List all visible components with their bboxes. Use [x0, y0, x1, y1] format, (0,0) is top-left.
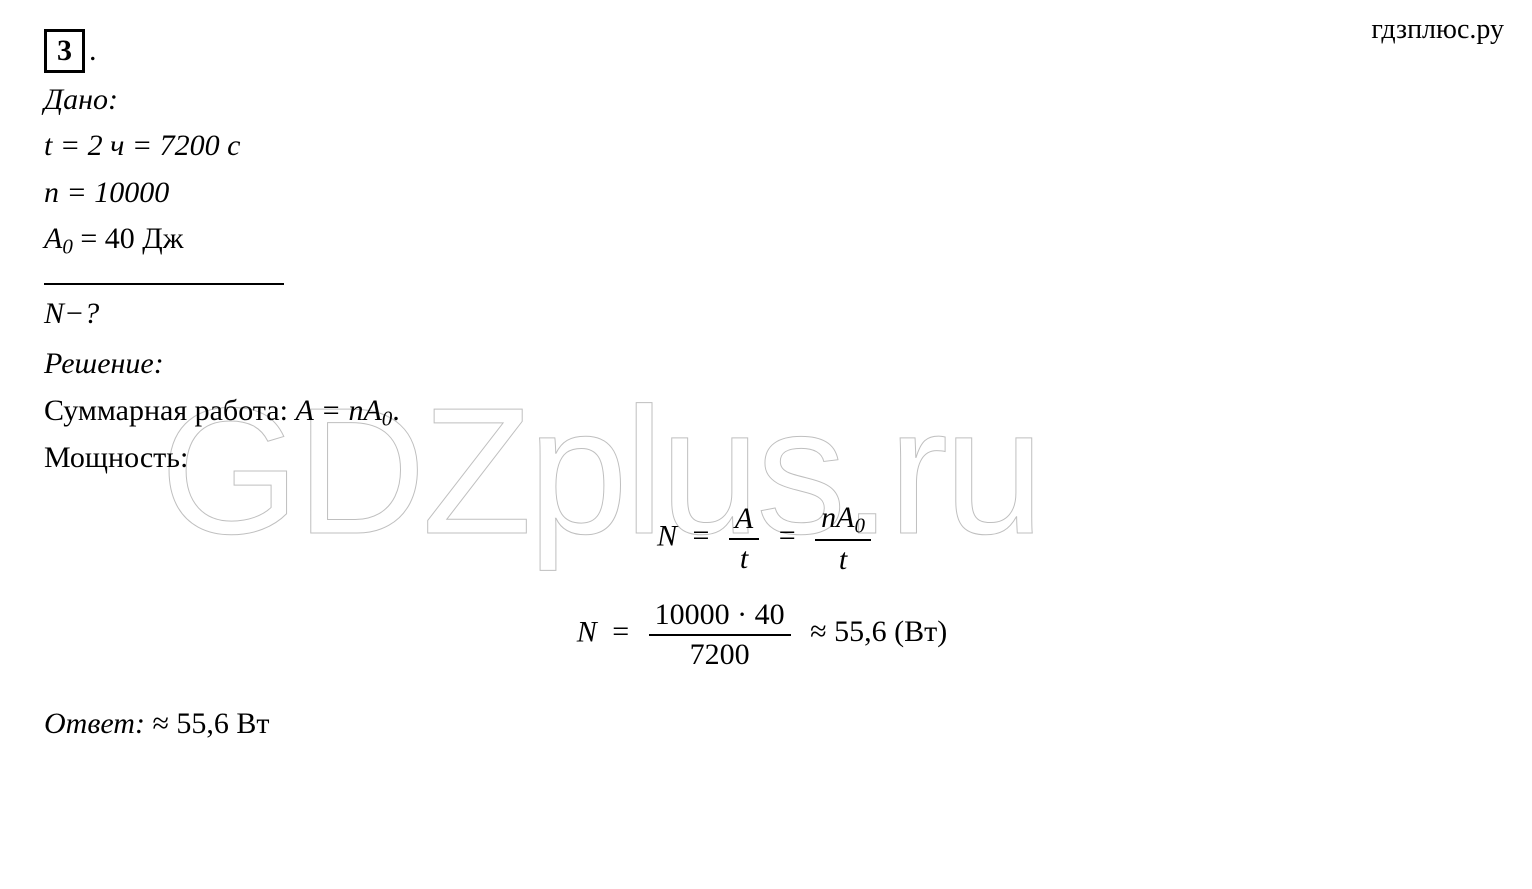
given-n-text: n = 10000: [44, 176, 169, 209]
work-prefix: Суммарная работа:: [44, 394, 295, 427]
given-n: n = 10000: [44, 170, 1488, 217]
eq1-frac1: A t: [729, 500, 759, 577]
given-block: Дано: t = 2 ч = 7200 с n = 10000 A0 = 40…: [44, 77, 1488, 263]
solution-block: Решение: Суммарная работа: A = nA0. Мощн…: [44, 341, 1488, 747]
content: 3. Дано: t = 2 ч = 7200 с n = 10000 A0 =…: [44, 28, 1488, 748]
eq1-frac1-den: t: [729, 540, 759, 578]
eq1-equals-1: =: [685, 519, 718, 552]
total-work-line: Суммарная работа: A = nA0.: [44, 388, 1488, 435]
problem-number-dot: .: [89, 28, 97, 75]
eq2-num: 10000 · 40: [649, 596, 791, 636]
a0-var: A: [44, 222, 62, 255]
problem-header: 3.: [44, 28, 1488, 75]
a0-sub: 0: [62, 234, 73, 258]
given-label: Дано:: [44, 77, 1488, 124]
eq1-frac2: nA0 t: [815, 499, 871, 578]
answer-line: Ответ: ≈ 55,6 Вт: [44, 701, 1488, 748]
eq1-frac2-num-sub: 0: [855, 513, 866, 537]
find-line: N−?: [44, 291, 1488, 338]
eq2-lhs: N: [577, 615, 597, 648]
given-a0: A0 = 40 Дж: [44, 216, 1488, 263]
given-t: t = 2 ч = 7200 с: [44, 123, 1488, 170]
given-t-text: t = 2 ч = 7200 с: [44, 129, 240, 162]
answer-value: ≈ 55,6 Вт: [152, 707, 269, 740]
problem-number: 3: [44, 29, 85, 73]
equation-1: N = A t = nA0 t: [44, 499, 1488, 578]
work-eq-var: A: [363, 394, 381, 427]
eq1-frac1-num: A: [729, 500, 759, 540]
find-text: N−?: [44, 297, 99, 330]
answer-label: Ответ:: [44, 707, 145, 740]
eq1-frac2-den: t: [815, 541, 871, 579]
given-divider: [44, 283, 284, 285]
eq1-lhs: N: [657, 519, 677, 552]
eq1-frac2-num: nA0: [815, 499, 871, 541]
work-eq-sub: 0: [382, 406, 393, 430]
power-label: Мощность:: [44, 435, 1488, 482]
a0-suffix: = 40 Дж: [73, 222, 184, 255]
work-eq-lhs: A = n: [295, 394, 363, 427]
work-eq-dot: .: [392, 394, 400, 427]
eq1-frac2-num-a: n: [821, 501, 836, 534]
equation-2: N = 10000 · 40 7200 ≈ 55,6 (Вт): [44, 596, 1488, 673]
eq2-den: 7200: [649, 636, 791, 674]
eq1-equals-2: =: [771, 519, 804, 552]
eq2-frac: 10000 · 40 7200: [649, 596, 791, 673]
solution-label: Решение:: [44, 341, 1488, 388]
eq2-equals: =: [604, 615, 637, 648]
eq1-frac2-num-b: A: [836, 501, 854, 534]
eq2-approx: ≈ 55,6 (Вт): [802, 615, 955, 648]
